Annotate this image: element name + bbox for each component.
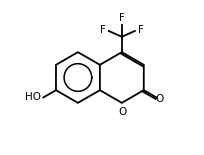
Text: O: O — [118, 107, 126, 117]
Text: HO: HO — [25, 93, 41, 102]
Text: F: F — [118, 13, 124, 23]
Text: F: F — [137, 25, 143, 35]
Text: O: O — [155, 94, 163, 104]
Text: F: F — [100, 25, 105, 35]
